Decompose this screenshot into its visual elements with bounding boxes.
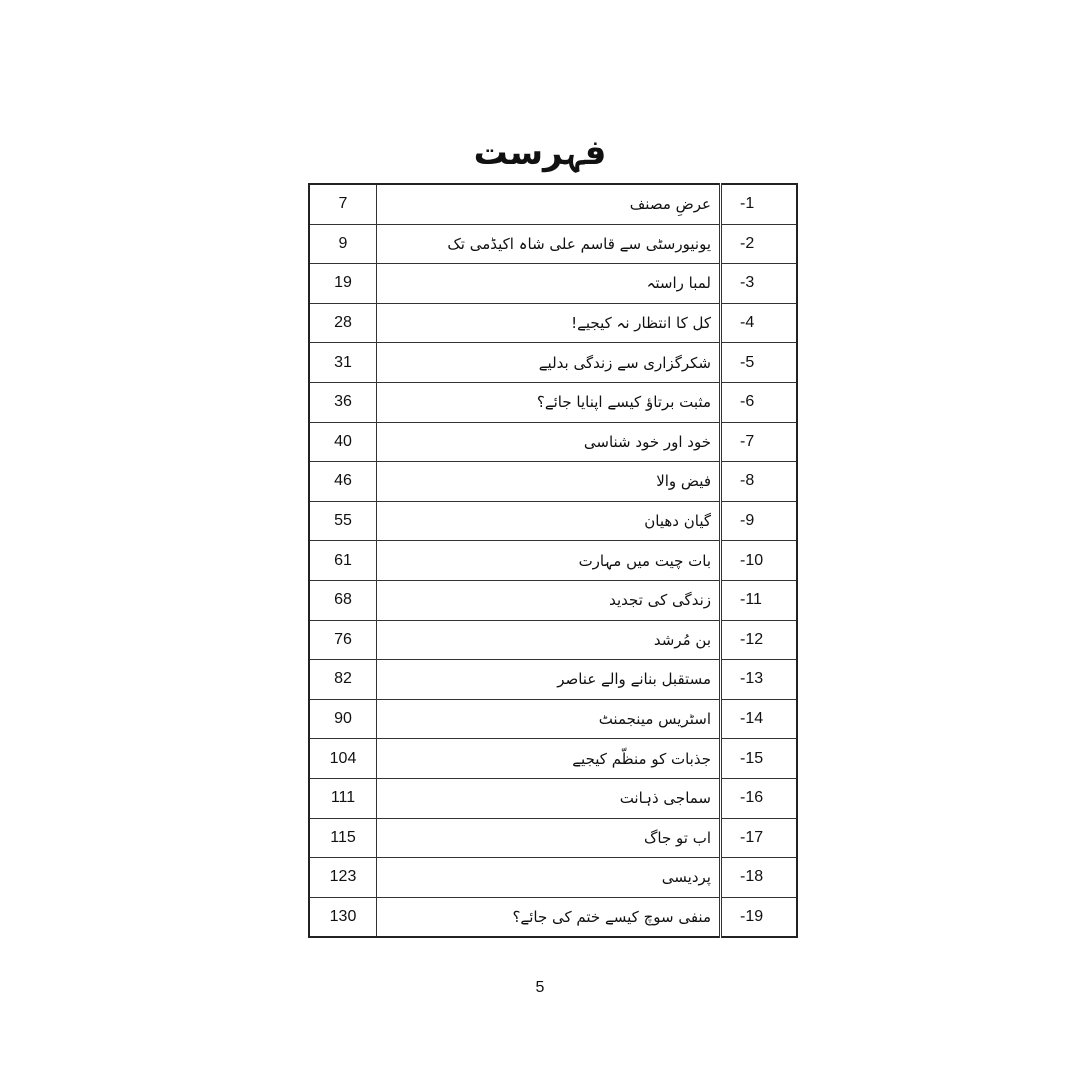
entry-number: -12: [720, 619, 798, 661]
table-row: 9 یونیورسٹی سے قاسم علی شاہ اکیڈمی تک -2: [308, 223, 798, 265]
table-row: 7 عرضِ مصنف -1: [308, 183, 798, 225]
entry-page: 104: [308, 738, 377, 779]
entry-number: -6: [720, 381, 798, 423]
entry-number: -16: [720, 777, 798, 819]
entry-page: 28: [308, 302, 377, 344]
entry-page: 115: [308, 817, 377, 859]
entry-title: کل کا انتظار نہ کیجیے!: [376, 302, 722, 344]
entry-title: اسٹریس مینجمنٹ: [376, 698, 722, 740]
page-number: 5: [535, 979, 545, 996]
entry-number: -13: [720, 659, 798, 700]
entry-title: مستقبل بنانے والے عناصر: [376, 659, 722, 700]
entry-number: -9: [720, 500, 798, 542]
entry-number: -3: [720, 263, 798, 304]
table-row: 31 شکرگزاری سے زندگی بدلیے -5: [308, 342, 798, 383]
entry-page: 82: [308, 659, 377, 700]
entry-page: 130: [308, 896, 377, 938]
entry-number: -17: [720, 817, 798, 859]
entry-title: فیض والا: [376, 461, 722, 502]
table-row: 104 جذبات کو منظّم کیجیے -15: [308, 738, 798, 779]
table-row: 19 لمبا راستہ -3: [308, 263, 798, 304]
entry-number: -7: [720, 421, 798, 463]
table-row: 82 مستقبل بنانے والے عناصر -13: [308, 659, 798, 700]
entry-title: مثبت برتاؤ کیسے اپنایا جائے؟: [376, 381, 722, 423]
entry-page: 61: [308, 540, 377, 581]
entry-number: -2: [720, 223, 798, 265]
entry-page: 123: [308, 857, 377, 898]
entry-page: 31: [308, 342, 377, 383]
table-row: 68 زندگی کی تجدید -11: [308, 579, 798, 621]
entry-title: پردیسی: [376, 857, 722, 898]
entry-title: منفی سوچ کیسے ختم کی جائے؟: [376, 896, 722, 938]
table-row: 36 مثبت برتاؤ کیسے اپنایا جائے؟ -6: [308, 381, 798, 423]
entry-number: -11: [720, 579, 798, 621]
entry-number: -4: [720, 302, 798, 344]
entry-number: -15: [720, 738, 798, 779]
entry-page: 46: [308, 461, 377, 502]
entry-title: سماجی ذہانت: [376, 777, 722, 819]
entry-title: اب تو جاگ: [376, 817, 722, 859]
table-row: 130 منفی سوچ کیسے ختم کی جائے؟ -19: [308, 896, 798, 938]
entry-page: 7: [308, 183, 377, 225]
table-row: 46 فیض والا -8: [308, 461, 798, 502]
entry-number: -14: [720, 698, 798, 740]
table-row: 76 بن مُرشد -12: [308, 619, 798, 661]
entry-number: -8: [720, 461, 798, 502]
entry-title: بن مُرشد: [376, 619, 722, 661]
entry-number: -5: [720, 342, 798, 383]
table-row: 40 خود اور خود شناسی -7: [308, 421, 798, 463]
entry-number: -19: [720, 896, 798, 938]
entry-page: 68: [308, 579, 377, 621]
entry-page: 40: [308, 421, 377, 463]
table-row: 115 اب تو جاگ -17: [308, 817, 798, 859]
table-row: 55 گیان دھیان -9: [308, 500, 798, 542]
entry-page: 90: [308, 698, 377, 740]
entry-title: یونیورسٹی سے قاسم علی شاہ اکیڈمی تک: [376, 223, 722, 265]
entry-title: شکرگزاری سے زندگی بدلیے: [376, 342, 722, 383]
table-row: 111 سماجی ذہانت -16: [308, 777, 798, 819]
entry-page: 19: [308, 263, 377, 304]
entry-title: عرضِ مصنف: [376, 183, 722, 225]
entry-page: 76: [308, 619, 377, 661]
entry-page: 9: [308, 223, 377, 265]
entry-title: جذبات کو منظّم کیجیے: [376, 738, 722, 779]
entry-title: زندگی کی تجدید: [376, 579, 722, 621]
table-row: 61 بات چیت میں مہارت -10: [308, 540, 798, 581]
table-row: 28 کل کا انتظار نہ کیجیے! -4: [308, 302, 798, 344]
entry-page: 111: [308, 777, 377, 819]
table-row: 90 اسٹریس مینجمنٹ -14: [308, 698, 798, 740]
entry-title: گیان دھیان: [376, 500, 722, 542]
contents-table: 7 عرضِ مصنف -1 9 یونیورسٹی سے قاسم علی شاہ ا…: [308, 183, 798, 939]
entry-title: بات چیت میں مہارت: [376, 540, 722, 581]
entry-number: -10: [720, 540, 798, 581]
entry-title: لمبا راستہ: [376, 263, 722, 304]
entry-number: -1: [720, 183, 798, 225]
entry-title: خود اور خود شناسی: [376, 421, 722, 463]
entry-page: 36: [308, 381, 377, 423]
entry-number: -18: [720, 857, 798, 898]
page-title: فہرست: [473, 133, 607, 173]
table-row: 123 پردیسی -18: [308, 857, 798, 898]
entry-page: 55: [308, 500, 377, 542]
